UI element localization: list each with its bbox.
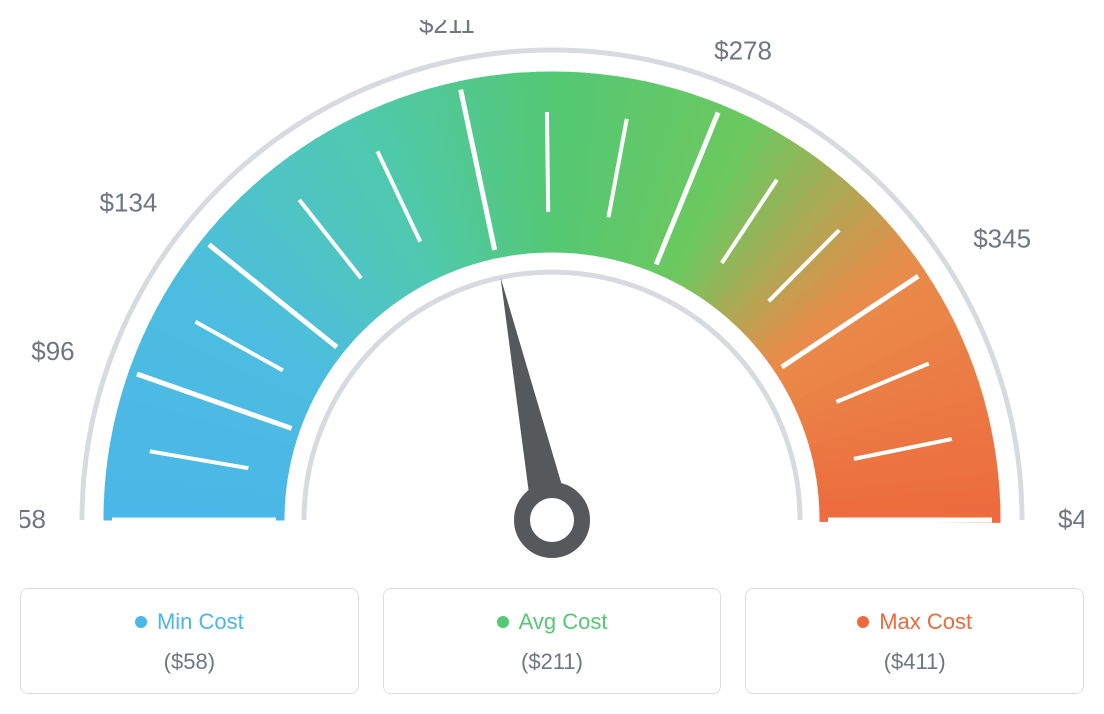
legend-card-min: Min Cost ($58)	[20, 588, 359, 694]
legend-value-avg: ($211)	[394, 649, 711, 675]
legend-dot-max	[857, 616, 869, 628]
legend-label-avg: Avg Cost	[519, 609, 608, 635]
legend-card-avg: Avg Cost ($211)	[383, 588, 722, 694]
legend-dot-min	[135, 616, 147, 628]
gauge-tick-label: $211	[419, 20, 475, 39]
legend-label-max: Max Cost	[879, 609, 972, 635]
legend-value-max: ($411)	[756, 649, 1073, 675]
gauge-tick-label: $411	[1058, 504, 1084, 534]
gauge-needle-hub	[522, 490, 582, 550]
gauge-tick-label: $134	[100, 187, 158, 217]
gauge-minor-tick	[547, 112, 548, 212]
legend-row: Min Cost ($58) Avg Cost ($211) Max Cost …	[20, 588, 1084, 694]
legend-value-min: ($58)	[31, 649, 348, 675]
legend-card-max: Max Cost ($411)	[745, 588, 1084, 694]
gauge-chart: $58 $96 $134 $211 $278 $345 $411	[20, 20, 1084, 580]
gauge-tick-label: $96	[31, 336, 74, 366]
legend-label-min: Min Cost	[157, 609, 244, 635]
legend-dot-avg	[497, 616, 509, 628]
cost-gauge-widget: $58 $96 $134 $211 $278 $345 $411 Min Cost ($58…	[20, 20, 1084, 694]
gauge-tick-label: $345	[973, 224, 1031, 254]
gauge-tick-label: $278	[714, 35, 772, 65]
gauge-tick-label: $58	[20, 504, 46, 534]
